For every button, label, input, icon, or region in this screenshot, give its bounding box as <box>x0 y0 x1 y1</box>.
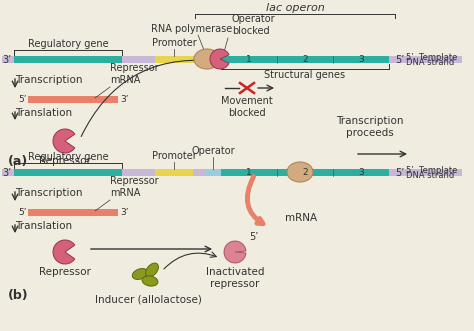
Text: Inducer (allolactose): Inducer (allolactose) <box>94 294 201 304</box>
Bar <box>28 209 118 216</box>
Bar <box>2 169 462 176</box>
Wedge shape <box>224 241 246 263</box>
Text: Repressor: Repressor <box>39 267 91 277</box>
Text: Transcription: Transcription <box>15 188 82 198</box>
Text: 1: 1 <box>246 168 252 177</box>
Wedge shape <box>53 129 75 153</box>
Text: Operator: Operator <box>191 146 235 156</box>
Text: Repressor
mRNA: Repressor mRNA <box>110 176 159 198</box>
Text: 5’: 5’ <box>395 55 404 65</box>
Text: 5’: 5’ <box>395 167 404 177</box>
Bar <box>14 169 122 176</box>
Text: 2: 2 <box>302 168 308 177</box>
Text: RNA polymerase: RNA polymerase <box>151 24 233 34</box>
Bar <box>205 56 221 63</box>
Ellipse shape <box>194 49 220 69</box>
Text: Repressor: Repressor <box>39 156 91 166</box>
Wedge shape <box>210 49 229 69</box>
Text: 3’: 3’ <box>2 167 11 177</box>
Bar <box>14 56 122 63</box>
Text: 3’: 3’ <box>2 55 11 65</box>
Text: (b): (b) <box>8 289 28 302</box>
Text: (a): (a) <box>8 155 28 168</box>
Text: lac operon: lac operon <box>265 3 324 13</box>
Text: 5’  Template: 5’ Template <box>406 53 457 62</box>
Text: mRNA: mRNA <box>285 213 317 223</box>
Ellipse shape <box>142 276 158 286</box>
Ellipse shape <box>132 268 148 279</box>
Bar <box>221 56 389 63</box>
Text: Structural genes: Structural genes <box>264 70 346 80</box>
Text: DNA strand: DNA strand <box>406 170 454 179</box>
Text: Inactivated
repressor: Inactivated repressor <box>206 267 264 289</box>
Text: Promoter: Promoter <box>152 151 196 161</box>
Bar <box>155 56 193 63</box>
Ellipse shape <box>287 162 313 182</box>
Bar <box>205 169 221 176</box>
Text: 5’: 5’ <box>249 232 259 242</box>
Text: 3’: 3’ <box>120 208 128 217</box>
Text: Translation: Translation <box>15 108 72 118</box>
Bar <box>2 56 462 63</box>
Bar <box>28 96 118 103</box>
Text: 5’: 5’ <box>18 208 27 217</box>
Wedge shape <box>53 240 75 264</box>
Text: Regulatory gene: Regulatory gene <box>27 39 109 49</box>
Bar <box>221 169 389 176</box>
Text: 5’  Template: 5’ Template <box>406 166 457 174</box>
Text: Regulatory gene: Regulatory gene <box>27 152 109 162</box>
Bar <box>155 169 193 176</box>
Text: Transcription: Transcription <box>15 75 82 85</box>
Text: 5’: 5’ <box>18 95 27 104</box>
Text: Translation: Translation <box>15 221 72 231</box>
Text: Transcription
proceeds: Transcription proceeds <box>336 117 404 138</box>
Text: 3: 3 <box>358 168 364 177</box>
Text: DNA strand: DNA strand <box>406 58 454 67</box>
Text: Promoter: Promoter <box>152 38 196 48</box>
Text: 3’: 3’ <box>120 95 128 104</box>
Text: Operator
blocked: Operator blocked <box>232 15 275 36</box>
Text: 2: 2 <box>302 55 308 64</box>
Text: 1: 1 <box>246 55 252 64</box>
Ellipse shape <box>146 263 158 277</box>
Text: Movement
blocked: Movement blocked <box>221 96 273 118</box>
Text: 3: 3 <box>358 55 364 64</box>
Text: Repressor
mRNA: Repressor mRNA <box>110 64 159 85</box>
